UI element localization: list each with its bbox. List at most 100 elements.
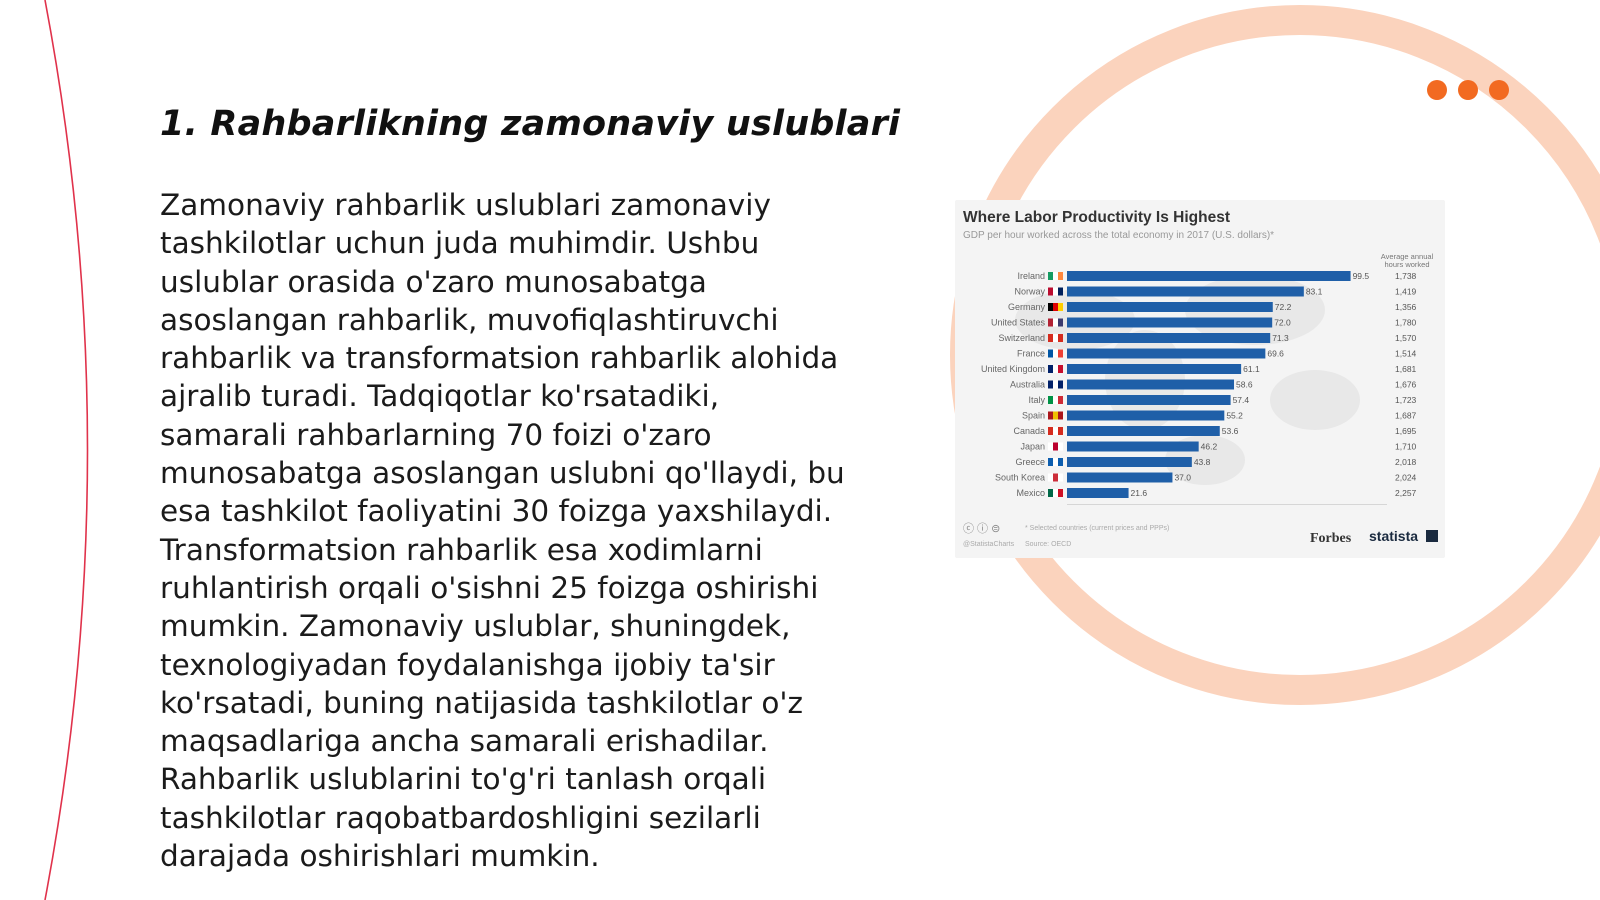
flag-icon-ireland [1053,272,1058,280]
slide-body-text: Zamonaviy rahbarlik uslublari zamonaviy … [160,188,845,874]
bar-united-states [1067,317,1273,328]
category-label-norway: Norway [1014,287,1045,297]
chart-title: Where Labor Productivity Is Highest [963,209,1230,226]
map-blob [1270,370,1360,430]
flag-icon-canada [1053,427,1058,435]
flag-icon-australia [1058,380,1063,389]
hours-label-ireland: 1,738 [1395,271,1417,281]
hours-label-mexico: 2,257 [1395,488,1417,498]
flag-icon-italy [1058,396,1063,404]
value-label-mexico: 21.6 [1131,488,1148,498]
flag-icon-japan [1048,442,1053,451]
flag-icon-south-korea [1058,473,1063,482]
flag-icon-spain [1058,411,1063,420]
flag-icon-italy [1048,396,1053,404]
category-label-greece: Greece [1015,457,1045,467]
hours-column-header-2: hours worked [1384,260,1429,269]
bar-italy [1067,395,1231,405]
hours-label-greece: 2,018 [1395,457,1417,467]
bar-france [1067,348,1266,359]
value-label-canada: 53.6 [1222,426,1239,436]
flag-icon-mexico [1053,489,1058,497]
bar-canada [1067,426,1220,436]
value-label-united-states: 72.0 [1274,318,1291,328]
flag-icon-greece [1053,458,1058,466]
flag-icon-united-states [1053,318,1058,327]
hours-label-switzerland: 1,570 [1395,333,1417,343]
flag-icon-greece [1058,458,1063,466]
flag-icon-canada [1058,427,1063,435]
flag-icon-france [1058,349,1063,358]
chart-subtitle: GDP per hour worked across the total eco… [963,230,1274,241]
flag-icon-mexico [1048,489,1053,497]
chart-footnote: * Selected countries (current prices and… [1025,525,1169,532]
bar-greece [1067,457,1192,467]
flag-icon-japan [1058,442,1063,451]
category-label-italy: Italy [1028,395,1045,405]
category-label-spain: Spain [1022,411,1045,421]
three-dots-icon [1427,80,1509,100]
flag-icon-ireland [1048,272,1053,280]
flag-icon-italy [1053,396,1058,404]
hours-label-spain: 1,687 [1395,411,1417,421]
cc-license-icon: ⓒ ⓘ ⊜ [963,522,1000,535]
value-label-australia: 58.6 [1236,380,1253,390]
flag-icon-norway [1053,287,1058,296]
category-label-ireland: Ireland [1017,271,1045,281]
flag-icon-norway [1048,287,1053,296]
hours-label-canada: 1,695 [1395,426,1417,436]
dot-1 [1427,80,1447,100]
flag-icon-united-states [1058,318,1063,327]
bar-united-kingdom [1067,364,1242,374]
chart-handle: @StatistaCharts [963,541,1015,548]
flag-icon-switzerland [1048,334,1053,342]
category-label-canada: Canada [1013,426,1045,436]
hours-label-france: 1,514 [1395,349,1417,359]
hours-label-norway: 1,419 [1395,287,1417,297]
flag-icon-switzerland [1058,334,1063,342]
category-label-france: France [1017,349,1045,359]
value-label-switzerland: 71.3 [1272,333,1289,343]
flag-icon-france [1048,349,1053,358]
flag-icon-germany [1048,303,1053,311]
flag-icon-australia [1053,380,1058,389]
statista-logo: statista [1369,528,1418,544]
flag-icon-spain [1053,411,1058,420]
bar-japan [1067,441,1199,452]
flag-icon-mexico [1058,489,1063,497]
value-label-germany: 72.2 [1275,302,1292,312]
category-label-australia: Australia [1010,380,1045,390]
value-label-greece: 43.8 [1194,457,1211,467]
bar-switzerland [1067,333,1271,343]
hours-label-australia: 1,676 [1395,380,1417,390]
statista-logo-mark [1426,530,1438,542]
category-label-japan: Japan [1020,442,1045,452]
chart-source: Source: OECD [1025,541,1071,548]
bars-group: Ireland 99.5 1,738 Norway 83.1 1,419 Germany 72… [981,271,1417,505]
bar-germany [1067,302,1273,312]
category-label-switzerland: Switzerland [998,333,1045,343]
left-accent-line [44,0,89,900]
flag-icon-norway [1058,287,1063,296]
slide-title: 1. Rahbarlikning zamonaviy uslublari [160,104,901,144]
category-label-south-korea: South Korea [995,473,1045,483]
productivity-chart-image: Where Labor Productivity Is Highest GDP … [955,200,1445,558]
value-label-japan: 46.2 [1201,442,1218,452]
flag-icon-united-kingdom [1058,365,1063,373]
flag-icon-japan [1053,442,1058,451]
value-label-spain: 55.2 [1226,411,1243,421]
bar-australia [1067,379,1235,390]
hours-label-south-korea: 2,024 [1395,473,1417,483]
flag-icon-canada [1048,427,1053,435]
hours-label-united-kingdom: 1,681 [1395,364,1417,374]
bar-mexico [1067,488,1129,498]
flag-icon-australia [1048,380,1053,389]
value-label-ireland: 99.5 [1353,271,1370,281]
hours-label-germany: 1,356 [1395,302,1417,312]
hours-column-header-1: Average annual [1381,252,1434,261]
bar-norway [1067,286,1304,297]
bar-spain [1067,410,1225,421]
dot-2 [1458,80,1478,100]
flag-icon-united-states [1048,318,1053,327]
hours-label-italy: 1,723 [1395,395,1417,405]
